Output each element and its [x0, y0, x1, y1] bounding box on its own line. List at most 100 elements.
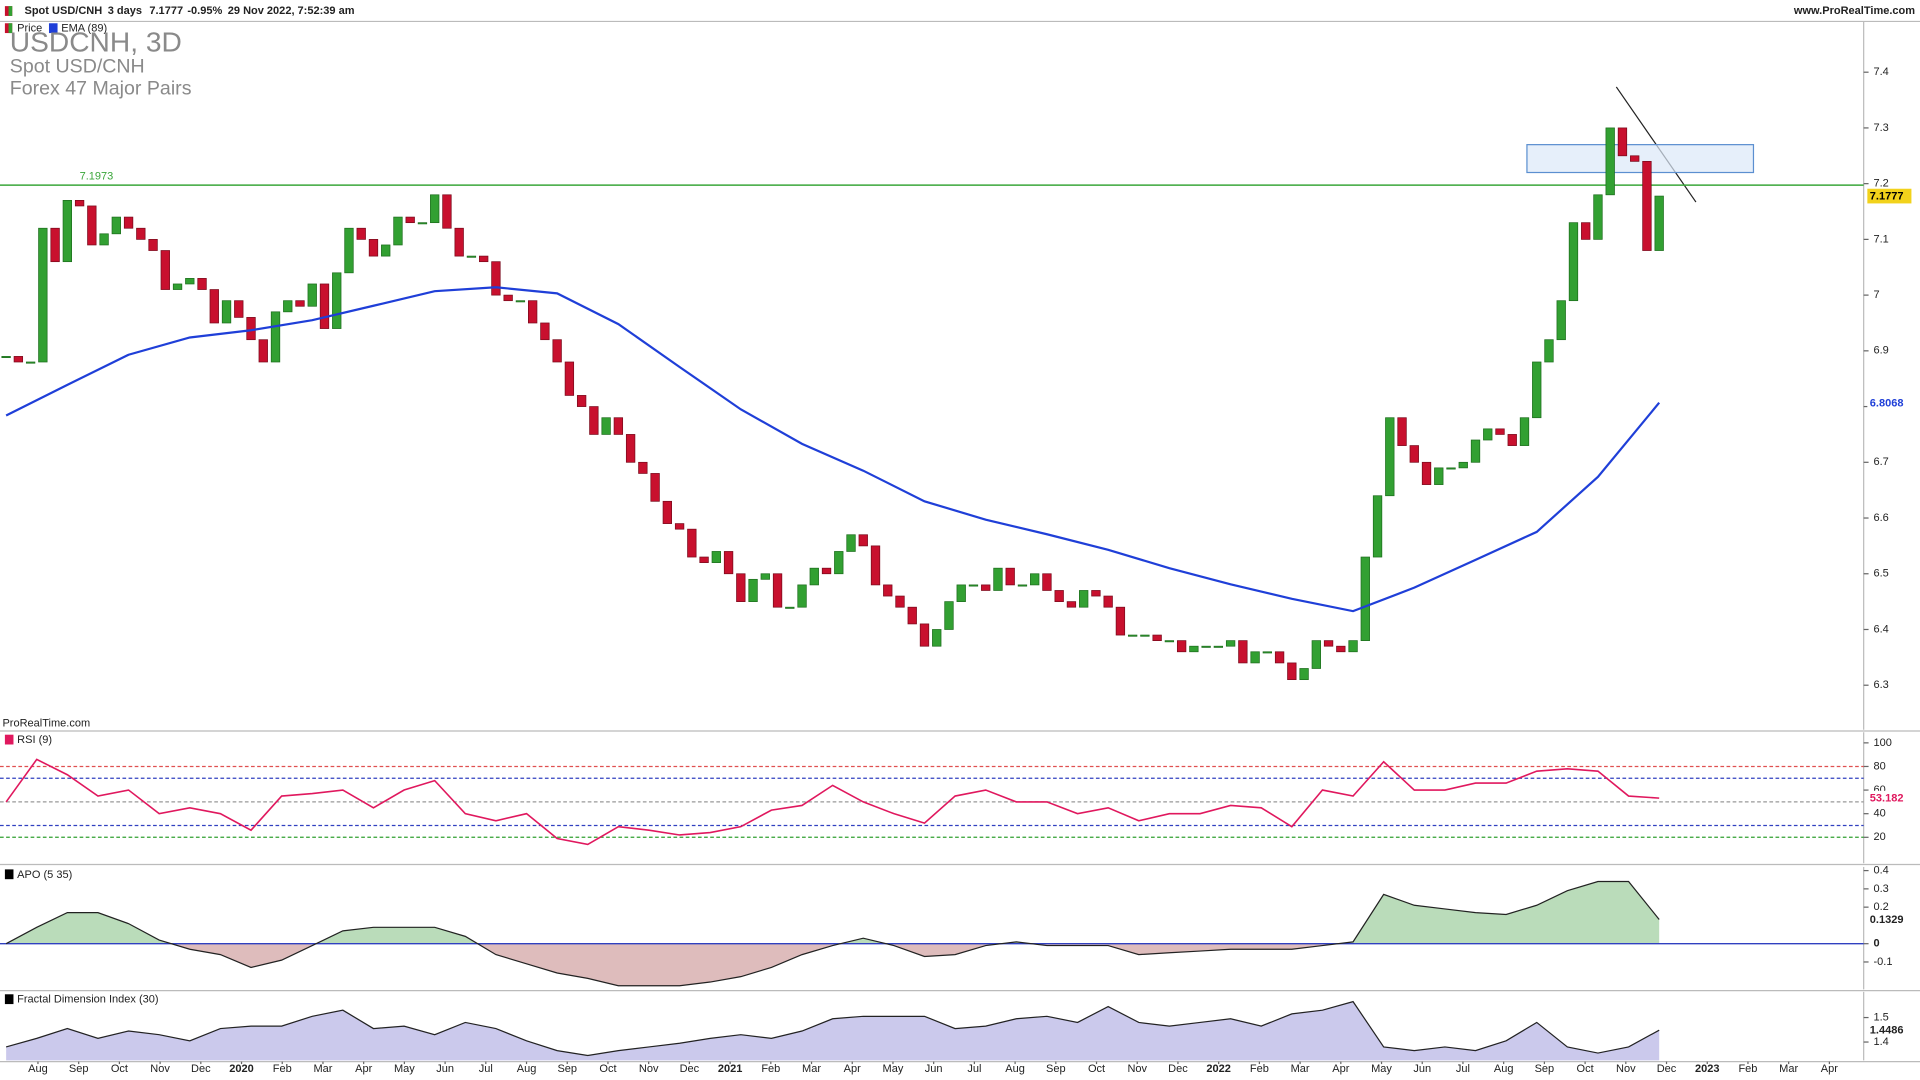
area-fill [6, 1001, 1660, 1061]
candle [1483, 428, 1493, 441]
candle [1507, 434, 1517, 446]
indicator-value-label-box [1867, 1022, 1912, 1038]
candle [932, 629, 942, 647]
y-tick-label: 6.3 [1873, 679, 1888, 691]
y-tick-label: 0.4 [1873, 865, 1888, 877]
candle [821, 567, 832, 575]
candle [356, 227, 366, 240]
candle [405, 216, 415, 224]
candle [601, 417, 611, 435]
x-tick-label: Feb [1250, 1063, 1269, 1075]
candle [454, 227, 464, 257]
candle [1348, 640, 1358, 653]
watermark: ProRealTime.com [2, 718, 90, 730]
candle [38, 227, 48, 363]
rsi-value-label-box [1867, 790, 1912, 806]
x-tick-label: 2020 [229, 1063, 254, 1075]
x-tick-label: Oct [111, 1063, 128, 1075]
instrument: Spot USD/CNH [24, 5, 102, 17]
candle [1605, 127, 1615, 196]
candle [1030, 573, 1040, 586]
candle [674, 523, 685, 530]
candle [1385, 417, 1395, 497]
x-tick-label: Sep [69, 1063, 89, 1075]
market: Forex 47 Major Pairs [10, 78, 192, 100]
candle [1054, 590, 1064, 602]
candle [662, 500, 672, 524]
candle [1128, 634, 1138, 637]
x-tick-label: 2022 [1206, 1063, 1231, 1075]
y-tick-label: 1.5 [1873, 1011, 1888, 1023]
x-tick-label: May [394, 1063, 415, 1075]
candle [528, 300, 538, 324]
x-tick-label: Mar [313, 1063, 332, 1075]
legend-swatch [4, 734, 14, 745]
candle [968, 584, 979, 587]
candle [1152, 634, 1162, 641]
candle [858, 534, 868, 547]
candle [846, 534, 856, 552]
price-icon [8, 6, 13, 16]
candle [564, 361, 575, 396]
candle [1532, 361, 1542, 419]
candle [1164, 640, 1175, 643]
candle [1372, 495, 1383, 558]
legend-swatch [8, 23, 13, 34]
candle [1421, 461, 1432, 485]
candle [123, 216, 134, 229]
y-tick-label: 6.4 [1873, 623, 1888, 635]
candle [221, 300, 232, 324]
change: -0.95% [187, 5, 222, 17]
y-tick-label: 7 [1873, 289, 1879, 301]
legend-swatch [48, 23, 58, 34]
x-tick-label: Feb [1738, 1063, 1757, 1075]
candle [748, 578, 758, 602]
candle [503, 294, 513, 302]
candle [307, 283, 317, 307]
candle [99, 233, 109, 246]
candle [1115, 606, 1126, 636]
candle [711, 551, 721, 563]
x-tick-label: Dec [1657, 1063, 1677, 1075]
x-tick-label: Jun [925, 1063, 943, 1075]
candle [417, 222, 428, 225]
candle [552, 339, 562, 363]
x-tick-label: Mar [802, 1063, 821, 1075]
candle [981, 584, 991, 591]
x-tick-label: Oct [1577, 1063, 1594, 1075]
x-tick-label: Aug [1005, 1063, 1025, 1075]
candle [1323, 640, 1334, 647]
ema-line [5, 286, 1661, 613]
candle [430, 194, 440, 224]
x-tick-label: Apr [1821, 1063, 1838, 1075]
chart-title: USDCNH, 3D [10, 27, 182, 58]
x-tick-label: Jul [967, 1063, 981, 1075]
x-tick-label: Mar [1779, 1063, 1798, 1075]
candle [1238, 640, 1248, 664]
candle [809, 567, 819, 586]
candle [13, 356, 24, 363]
candle [1617, 127, 1628, 157]
candle [1336, 645, 1346, 653]
candle [944, 601, 954, 630]
last-price: 7.1777 [149, 5, 183, 17]
candle [1360, 556, 1370, 641]
x-tick-label: Nov [1127, 1063, 1147, 1075]
candle [1, 356, 11, 359]
x-tick-label: Nov [639, 1063, 659, 1075]
candle [1434, 467, 1444, 485]
area-positive [6, 881, 1660, 944]
last-price-label-box [1867, 188, 1912, 204]
indicator-value-label: 0.1329 [1870, 914, 1904, 926]
ema-value-label-box [1867, 395, 1912, 411]
x-tick-label: Jun [436, 1063, 454, 1075]
candle [1042, 573, 1052, 591]
y-tick-label: 7.3 [1873, 122, 1888, 134]
indicator-title: RSI (9) [17, 734, 52, 746]
candle [1079, 590, 1089, 608]
candle [613, 417, 624, 435]
y-tick-label: 100 [1873, 737, 1891, 749]
candle [576, 395, 587, 407]
candle [160, 250, 170, 290]
candle [1189, 645, 1199, 653]
